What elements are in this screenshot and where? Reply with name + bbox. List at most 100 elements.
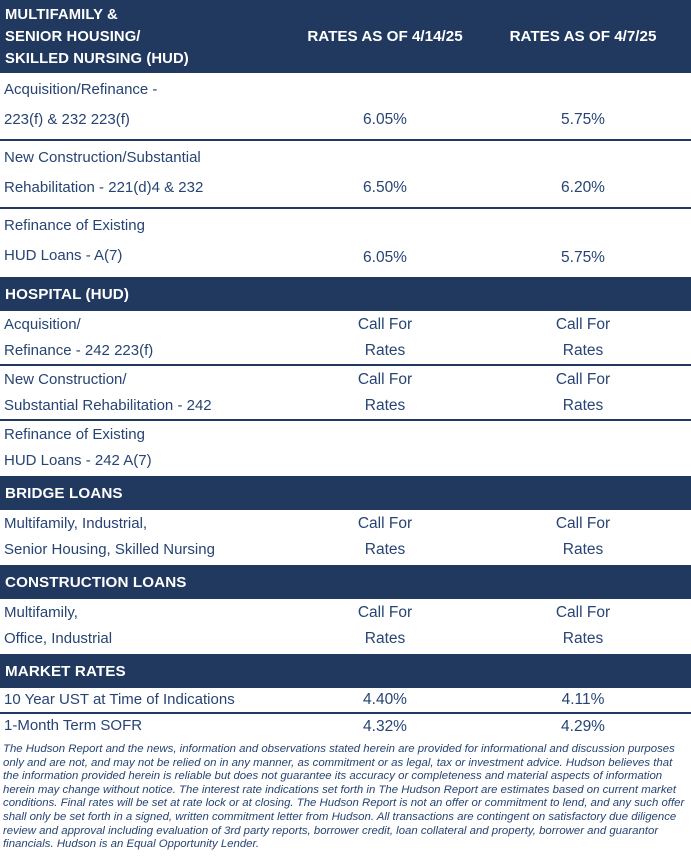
rate-value: 6.20% — [561, 179, 605, 196]
row-label: Refinance of Existing HUD Loans - A(7) — [0, 209, 295, 277]
table-body: Acquisition/Refinance - 223(f) & 232 223(… — [0, 73, 691, 740]
row-label-line: HUD Loans - 242 A(7) — [4, 452, 152, 469]
table-title: MULTIFAMILY & SENIOR HOUSING/ SKILLED NU… — [0, 0, 295, 73]
disclaimer-text: The Hudson Report and the news, informat… — [3, 743, 685, 851]
row-label-line: Substantial Rehabilitation - 242 — [4, 397, 212, 414]
rate-value: Call For — [357, 371, 413, 388]
rate-value: Call For — [357, 604, 413, 621]
row-label: New Construction/Substantial Rehabilitati… — [0, 141, 295, 207]
row-label-line: Refinance of Existing — [4, 426, 145, 443]
rate-previous-cell: 4.29% — [475, 714, 691, 740]
row-label-line: Refinance of Existing — [4, 217, 145, 234]
rate-current-cell: Call For Rates — [295, 510, 475, 565]
table-row: Multifamily, Industrial, Senior Housing, … — [0, 510, 691, 565]
row-label-line: New Construction/ — [4, 371, 127, 388]
rate-value: 5.75% — [561, 249, 605, 266]
rate-value: Rates — [562, 397, 604, 414]
table-row: New Construction/Substantial Rehabilitat… — [0, 366, 691, 421]
rate-value: Call For — [357, 515, 413, 532]
rate-previous-cell — [475, 421, 691, 476]
rate-current-cell: 6.05% — [295, 73, 475, 139]
row-label-line: 223(f) & 232 223(f) — [4, 111, 130, 128]
rate-current-cell: 4.32% — [295, 714, 475, 740]
rate-value: Rates — [364, 342, 406, 359]
table-row: Acquisition/Refinance - 223(f) & 232 223(… — [0, 73, 691, 141]
table-row: 1-Month Term SOFR 4.32% 4.29% — [0, 714, 691, 740]
rate-current-cell: 6.50% — [295, 141, 475, 207]
rate-current-cell: Call For Rates — [295, 311, 475, 364]
row-label-line: 10 Year UST at Time of Indications — [4, 691, 235, 708]
table-title-line-1: MULTIFAMILY & — [5, 7, 118, 23]
rate-current-cell: 4.40% — [295, 688, 475, 712]
row-label-line: Rehabilitation - 221(d)4 & 232 — [4, 179, 204, 196]
section-title: MARKET RATES — [5, 662, 126, 680]
row-label: 10 Year UST at Time of Indications — [0, 688, 295, 712]
row-label: 1-Month Term SOFR — [0, 714, 295, 740]
table-row: Refinance of Existing HUD Loans - 242 A(7… — [0, 421, 691, 476]
row-label: Multifamily, Industrial, Senior Housing, … — [0, 510, 295, 565]
rate-previous-cell: 5.75% — [475, 73, 691, 139]
row-label-line: Multifamily, — [4, 604, 78, 621]
rate-value: 6.05% — [363, 111, 407, 128]
row-label-line: HUD Loans - A(7) — [4, 247, 123, 264]
rate-value: Rates — [562, 630, 604, 647]
rate-previous-cell: Call For Rates — [475, 366, 691, 419]
rate-current-cell — [295, 421, 475, 476]
section-header-market-rates: MARKET RATES — [0, 654, 691, 688]
row-label-line: Acquisition/ — [4, 316, 81, 333]
rate-value: Call For — [555, 316, 611, 333]
section-title: HOSPITAL (HUD) — [5, 285, 130, 303]
rate-previous-cell: 5.75% — [475, 209, 691, 277]
rate-current-cell: Call For Rates — [295, 366, 475, 419]
table-header: MULTIFAMILY & SENIOR HOUSING/ SKILLED NU… — [0, 0, 691, 73]
rate-value: 6.05% — [363, 249, 407, 266]
rates-col-header-current: RATES AS OF 4/14/25 — [307, 28, 463, 45]
section-header-bridge-loans: BRIDGE LOANS — [0, 476, 691, 510]
row-label: New Construction/Substantial Rehabilitat… — [0, 366, 295, 419]
row-label: Acquisition/Refinance - 242 223(f) — [0, 311, 295, 364]
rate-value: Rates — [562, 541, 604, 558]
table-title-line-3: SKILLED NURSING (HUD) — [5, 51, 189, 67]
rate-value: Call For — [555, 604, 611, 621]
rate-previous-cell: Call For Rates — [475, 510, 691, 565]
table-row: Refinance of Existing HUD Loans - A(7) 6.0… — [0, 209, 691, 277]
rate-value: 6.50% — [363, 179, 407, 196]
rate-value: Rates — [364, 541, 406, 558]
rate-value: Rates — [364, 630, 406, 647]
table-row: 10 Year UST at Time of Indications 4.40% 4… — [0, 688, 691, 714]
section-header-hospital-hud: HOSPITAL (HUD) — [0, 277, 691, 311]
rate-previous-cell: Call For Rates — [475, 599, 691, 654]
table-title-line-2: SENIOR HOUSING/ — [5, 29, 141, 45]
rate-previous-cell: Call For Rates — [475, 311, 691, 364]
rate-value: 5.75% — [561, 111, 605, 128]
rate-value: Call For — [555, 515, 611, 532]
rate-current-cell: Call For Rates — [295, 599, 475, 654]
table-row: New Construction/Substantial Rehabilitati… — [0, 141, 691, 209]
section-title: BRIDGE LOANS — [5, 484, 123, 502]
rate-current-cell: 6.05% — [295, 209, 475, 277]
row-label: Acquisition/Refinance - 223(f) & 232 223(… — [0, 73, 295, 139]
row-label-line: New Construction/Substantial — [4, 149, 201, 166]
table-row: Multifamily, Office, Industrial Call For Ra… — [0, 599, 691, 654]
row-label: Multifamily, Office, Industrial — [0, 599, 295, 654]
section-header-construction-loans: CONSTRUCTION LOANS — [0, 565, 691, 599]
rate-value: 4.32% — [363, 718, 407, 735]
rate-value: 4.40% — [363, 691, 407, 708]
rate-value: 4.29% — [561, 718, 605, 735]
rate-value: Rates — [364, 397, 406, 414]
rate-previous-cell: 6.20% — [475, 141, 691, 207]
rate-value: 4.11% — [561, 691, 605, 708]
row-label-line: 1-Month Term SOFR — [4, 717, 143, 734]
rate-value: Rates — [562, 342, 604, 359]
rates-col-header-previous: RATES AS OF 4/7/25 — [509, 28, 657, 45]
rate-previous-cell: 4.11% — [475, 688, 691, 712]
row-label-line: Refinance - 242 223(f) — [4, 342, 154, 359]
table-row: Acquisition/Refinance - 242 223(f) Call F… — [0, 311, 691, 366]
rate-value: Call For — [555, 371, 611, 388]
row-label-line: Office, Industrial — [4, 630, 113, 647]
row-label-line: Senior Housing, Skilled Nursing — [4, 541, 215, 558]
row-label-line: Multifamily, Industrial, — [4, 515, 148, 532]
row-label-line: Acquisition/Refinance - — [4, 81, 158, 98]
section-title: CONSTRUCTION LOANS — [5, 573, 187, 591]
